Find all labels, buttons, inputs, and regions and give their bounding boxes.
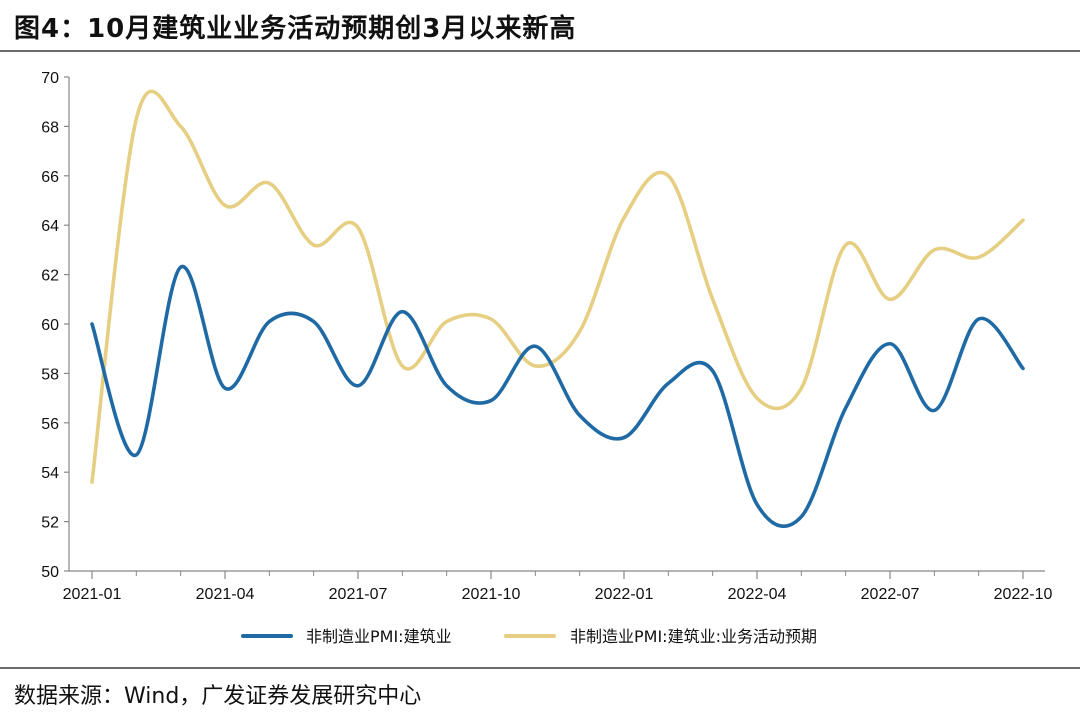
y-tick-label: 70 (41, 70, 59, 87)
series-line-2 (90, 89, 1025, 484)
x-tick-label: 2022-04 (728, 586, 787, 603)
legend-label-1: 非制造业PMI:建筑业 (306, 627, 452, 646)
y-tick-label: 60 (41, 317, 59, 334)
source-note: 数据来源：Wind，广发证券发展研究中心 (14, 684, 422, 709)
title-divider (0, 50, 1080, 52)
x-axis-ticks: 2021-01 2021-04 2021-07 2021-10 2022-01 2022-… (63, 571, 1053, 603)
series-line-1 (90, 265, 1025, 528)
x-tick-label: 2021-10 (462, 586, 521, 603)
chart-legend: 非制造业PMI:建筑业 非制造业PMI:建筑业:业务活动预期 (241, 627, 817, 646)
source-divider (0, 667, 1080, 669)
x-tick-label: 2021-04 (196, 586, 255, 603)
y-tick-label: 54 (41, 465, 59, 482)
chart-title: 图4：10月建筑业业务活动预期创3月以来新高 (14, 14, 577, 44)
y-tick-label: 58 (41, 366, 59, 383)
x-tick-label: 2021-01 (63, 586, 122, 603)
y-tick-label: 62 (41, 268, 59, 285)
y-tick-label: 50 (41, 564, 59, 581)
x-tick-label: 2022-01 (595, 586, 654, 603)
y-tick-label: 56 (41, 416, 59, 433)
x-tick-label: 2022-07 (861, 586, 920, 603)
legend-label-2: 非制造业PMI:建筑业:业务活动预期 (570, 627, 817, 646)
y-axis-ticks: 50 52 54 56 58 60 62 64 66 68 70 (41, 70, 69, 581)
chart-series (90, 89, 1025, 528)
y-tick-label: 52 (41, 515, 59, 532)
chart-axes (68, 77, 1045, 572)
x-tick-label: 2022-10 (994, 586, 1053, 603)
x-tick-label: 2021-07 (329, 586, 388, 603)
y-tick-label: 64 (41, 218, 59, 235)
y-tick-label: 66 (41, 169, 59, 186)
y-tick-label: 68 (41, 119, 59, 136)
